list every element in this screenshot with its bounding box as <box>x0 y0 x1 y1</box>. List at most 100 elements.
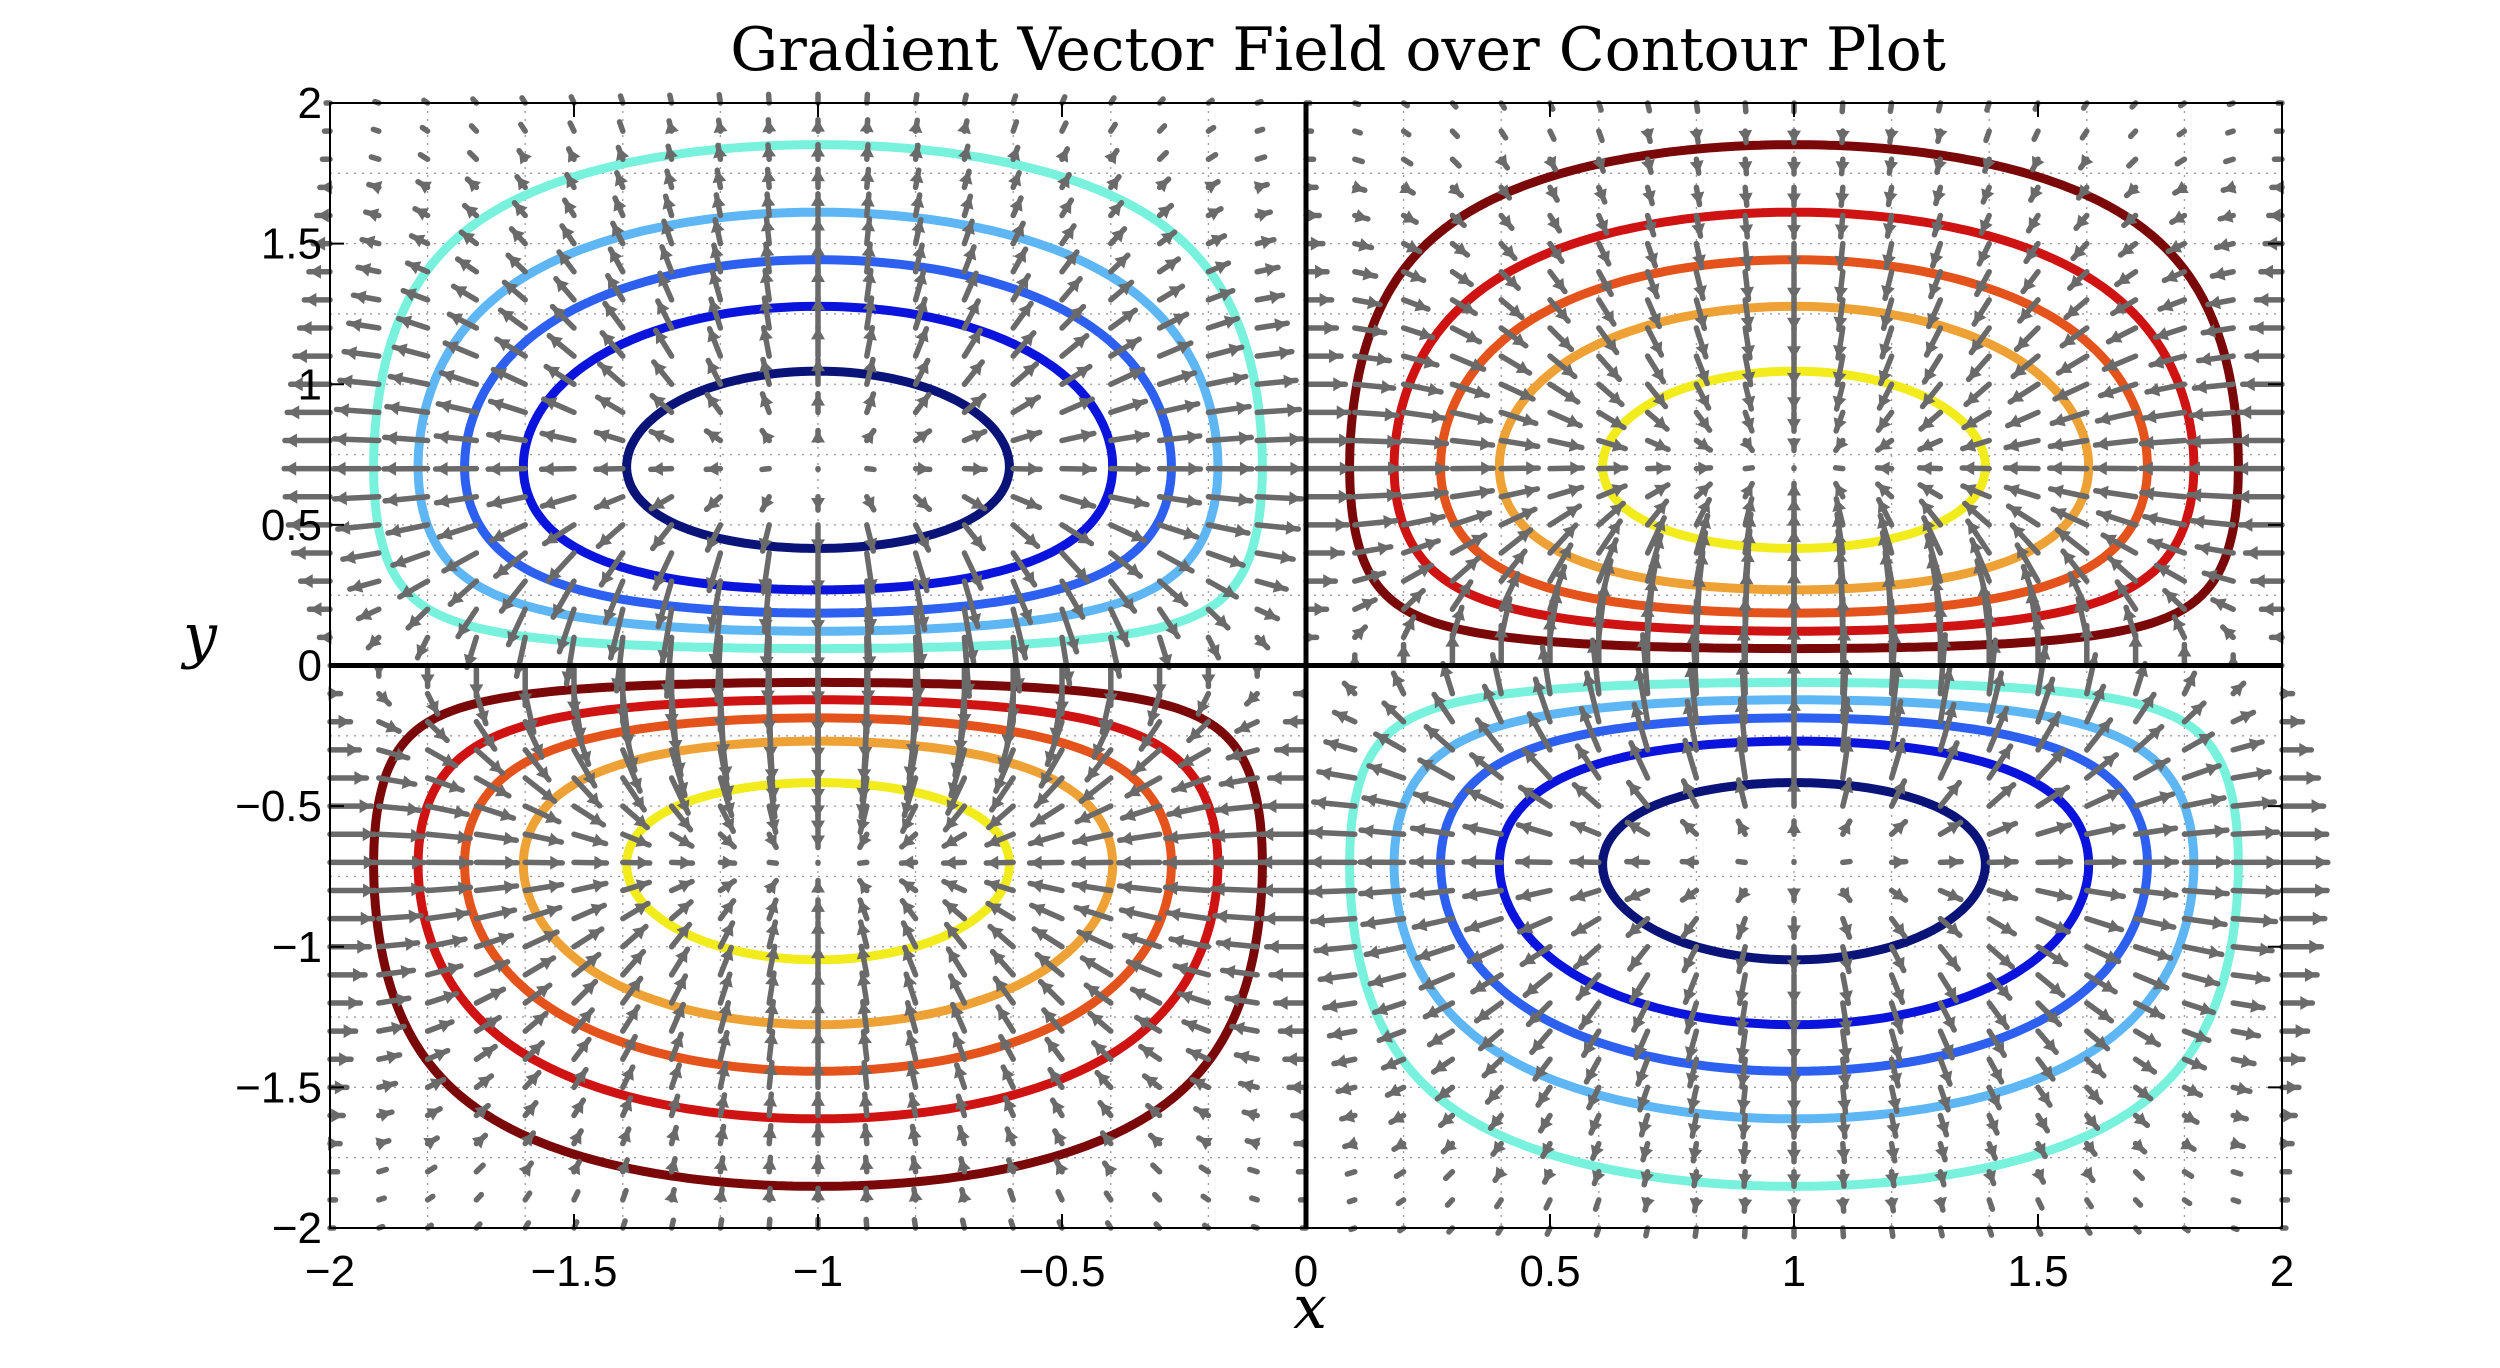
vector-arrowhead <box>522 1102 536 1117</box>
vector-arrowhead <box>1236 1050 1250 1065</box>
vector-arrowhead <box>1254 634 1268 648</box>
vector-arrowhead <box>663 171 678 185</box>
vector-arrowhead <box>916 576 931 591</box>
contour-line <box>413 207 2199 1124</box>
vector-arrowhead <box>459 855 472 870</box>
vector-arrowhead <box>1461 301 1476 314</box>
vector-arrowhead <box>859 1125 874 1139</box>
vector-arrowhead <box>811 1188 825 1201</box>
vector-arrowhead <box>508 255 522 269</box>
vector-arrowhead <box>368 181 383 195</box>
vector-arrow <box>1010 93 1019 106</box>
vector-arrowhead <box>1429 1032 1444 1045</box>
x-tick-label: −0.5 <box>1019 1247 1106 1296</box>
vector-arrowhead <box>1697 515 1711 530</box>
vector-arrowhead <box>1837 821 1851 836</box>
vector-arrowhead <box>2117 581 2130 596</box>
vector-arrowhead <box>811 393 825 406</box>
vector-arrowhead <box>284 433 297 448</box>
vector-arrowhead <box>997 757 1011 771</box>
vector-arrowhead <box>668 1065 682 1079</box>
contour-line <box>518 301 2094 1030</box>
vector-arrowhead <box>1409 590 1424 605</box>
vector-arrowhead <box>300 574 313 589</box>
vector-arrowhead <box>2212 915 2226 930</box>
vector-arrowhead <box>675 949 688 964</box>
vector-arrowhead <box>1386 488 1399 503</box>
vector-arrowhead <box>1682 887 1697 901</box>
vector-arrowhead <box>1572 888 1586 902</box>
vector-arrowhead <box>359 799 372 814</box>
vector-arrowhead <box>1566 414 1581 428</box>
vector-arrowhead <box>811 359 825 372</box>
vector-arrowhead <box>1593 188 1607 202</box>
vector-arrowhead <box>910 194 925 209</box>
vector-arrowhead <box>860 194 875 207</box>
vector-arrowhead <box>762 430 775 445</box>
vector-arrow <box>1156 123 1168 134</box>
vector-arrowhead <box>1476 1008 1491 1021</box>
vector-arrowhead <box>969 574 983 589</box>
vector-arrowhead <box>2058 360 2073 374</box>
vector-arrowhead <box>1391 1110 1405 1123</box>
vector-arrowhead <box>453 805 468 819</box>
vector-arrowhead <box>500 310 515 323</box>
vector-arrowhead <box>1002 1067 1015 1081</box>
vector-arrowhead <box>1832 395 1847 409</box>
vector-arrowhead <box>429 1078 444 1092</box>
vector-arrowhead <box>2141 694 2154 709</box>
vector-arrowhead <box>905 1032 919 1046</box>
vector-arrowhead <box>1059 200 1072 215</box>
vector-arrowhead <box>1884 129 1899 143</box>
vector-arrowhead <box>1835 161 1850 174</box>
vector-arrowhead <box>1270 967 1283 982</box>
vector-arrowhead <box>1126 563 1141 577</box>
vector-arrowhead <box>1526 461 1539 476</box>
vector-arrow <box>522 1190 533 1203</box>
vector-arrowhead <box>714 1126 729 1140</box>
vector-arrowhead <box>517 176 530 191</box>
vector-arrowhead <box>2050 750 2064 764</box>
vector-arrowhead <box>1787 1149 1801 1162</box>
vector-arrowhead <box>2031 1168 2045 1183</box>
vector-arrowhead <box>2035 1116 2048 1131</box>
vector-arrowhead <box>1178 558 1193 572</box>
vector-arrowhead <box>664 146 679 160</box>
vector-arrowhead <box>1392 673 1406 688</box>
vector-arrowhead <box>1469 358 1484 372</box>
vector-arrowhead <box>338 714 351 729</box>
vector-arrowhead <box>399 584 414 598</box>
vector-arrowhead <box>1688 1147 1703 1161</box>
vector-arrowhead <box>708 653 723 667</box>
vector-arrowhead <box>2261 796 2275 811</box>
vector-arrowhead <box>1948 855 1962 870</box>
vector-arrowhead <box>1626 855 1640 870</box>
vector-arrowhead <box>1979 219 1993 234</box>
vector-arrowhead <box>632 926 646 940</box>
vector-arrowhead <box>1118 855 1131 870</box>
vector-arrow <box>766 1216 773 1231</box>
vector-arrowhead <box>2232 1109 2247 1123</box>
vector-arrowhead <box>2160 298 2174 312</box>
vector-arrowhead <box>1787 130 1801 143</box>
vector-arrowhead <box>955 1096 969 1110</box>
vector-arrowhead <box>1074 832 1088 847</box>
vector-arrow <box>961 92 969 106</box>
vector-arrowhead <box>1577 746 1590 760</box>
y-tick-label: −0.5 <box>235 782 322 831</box>
vector-arrowhead <box>1991 1041 2005 1056</box>
vector-arrowhead <box>1681 740 1696 755</box>
vector-arrowhead <box>564 200 577 215</box>
vector-arrowhead <box>1787 991 1801 1004</box>
vector-arrowhead <box>1877 515 1891 530</box>
vector-arrowhead <box>408 909 422 924</box>
vector-arrowhead <box>913 653 928 667</box>
vector-arrowhead <box>496 339 511 352</box>
vector-arrowhead <box>488 461 501 476</box>
vector-arrowhead <box>388 523 402 538</box>
vector-arrowhead <box>811 539 825 552</box>
vector-arrowhead <box>1465 330 1480 343</box>
vector-arrowhead <box>1122 807 1137 822</box>
vector-arrowhead <box>907 1126 922 1140</box>
vector-arrowhead <box>958 171 973 185</box>
